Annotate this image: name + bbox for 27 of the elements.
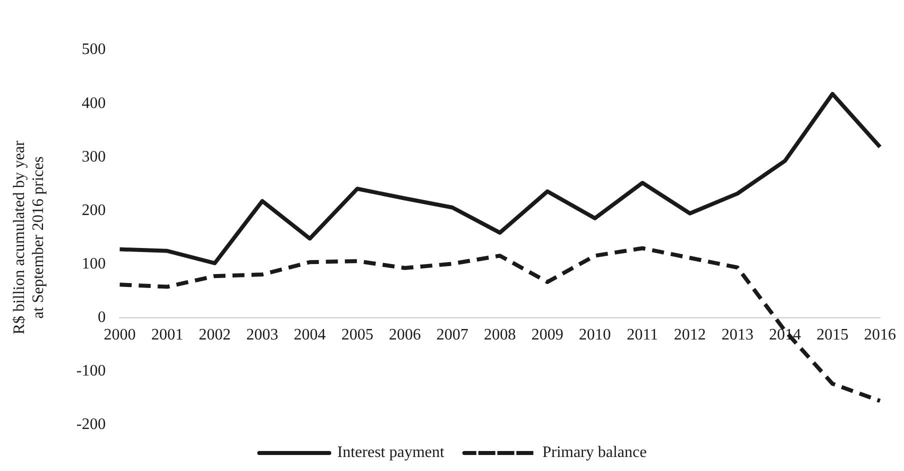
x-tick-label: 2003 (246, 326, 278, 344)
x-tick-label: 2009 (531, 326, 564, 344)
x-tick-label: 2015 (816, 326, 848, 344)
y-tick-label: 500 (82, 41, 106, 58)
x-tick-label: 2006 (388, 326, 421, 344)
y-tick-label: -200 (76, 416, 106, 434)
legend-label: Primary balance (542, 444, 647, 462)
x-tick-label: 2007 (436, 326, 468, 344)
y-axis-title: R$ billion acumulated by year at September 2016 prices (10, 140, 48, 334)
y-tick-label: 100 (82, 255, 106, 272)
x-tick-label: 2004 (294, 326, 326, 344)
x-tick-label: 2002 (198, 326, 231, 344)
x-tick-label: 2013 (721, 326, 754, 344)
y-tick-label: 0 (98, 309, 106, 326)
x-tick-label: 2001 (151, 326, 184, 344)
y-tick-label: 400 (82, 94, 106, 112)
legend-label: Interest payment (337, 444, 445, 462)
x-tick-label: 2000 (104, 326, 136, 344)
x-tick-label: 2008 (484, 326, 516, 344)
y-tick-label: -100 (76, 362, 106, 380)
x-tick-label: 2012 (674, 326, 706, 344)
x-tick-label: 2011 (626, 326, 658, 344)
x-tick-label: 2010 (578, 326, 611, 344)
y-tick-label: 200 (82, 202, 106, 219)
x-tick-label: 2016 (864, 326, 896, 344)
y-tick-label: 300 (82, 148, 106, 166)
x-tick-label: 2005 (341, 326, 374, 344)
